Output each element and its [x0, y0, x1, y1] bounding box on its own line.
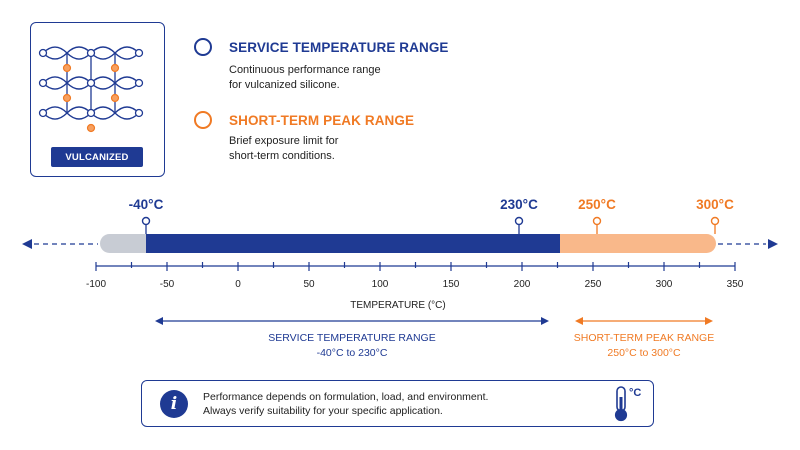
vulcanized-badge: VULCANIZED [51, 147, 143, 167]
service-legend-circle-icon [194, 38, 212, 56]
axis-label: TEMPERATURE (°C) [350, 300, 446, 311]
tick-label: 150 [442, 279, 460, 290]
polymer-lattice-icon [38, 46, 144, 133]
info-icon: i [160, 390, 188, 418]
note-line-2: Always verify suitability for your speci… [203, 405, 443, 417]
tick-label: -50 [159, 279, 175, 290]
marker-label-300: 300°C [696, 197, 734, 212]
service-legend-desc-1: Continuous performance range [229, 64, 381, 76]
peak-range-bar [560, 234, 716, 253]
tick-label: 0 [235, 279, 241, 290]
vulcanized-structure-card: VULCANIZED [30, 22, 165, 177]
thermometer-unit: °C [629, 387, 642, 399]
marker-label-minus40: -40°C [128, 197, 164, 212]
peak-legend-desc-2: short-term conditions. [229, 150, 335, 162]
marker-pin-head [710, 216, 720, 226]
tick-label: 250 [584, 279, 602, 290]
marker-label-230: 230°C [500, 197, 538, 212]
peak-legend-title: SHORT-TERM PEAK RANGE [229, 113, 415, 128]
peak-legend-circle-icon [194, 111, 212, 129]
marker-pin-head [514, 216, 524, 226]
tick-label: 50 [303, 279, 315, 290]
left-arrow-icon [22, 239, 32, 249]
below-range-bar [100, 234, 156, 253]
tick-label: 200 [513, 279, 531, 290]
right-arrow-icon [768, 239, 778, 249]
service-legend-title: SERVICE TEMPERATURE RANGE [229, 40, 449, 55]
service-range-title: SERVICE TEMPERATURE RANGE [268, 332, 436, 344]
tick-label: 350 [726, 279, 744, 290]
tick-label: -100 [85, 279, 107, 290]
peak-range-title: SHORT-TERM PEAK RANGE [573, 332, 715, 344]
peak-range-values: 250°C to 300°C [607, 347, 681, 359]
marker-label-250: 250°C [578, 197, 616, 212]
note-box: i Performance depends on formulation, lo… [141, 380, 654, 427]
tick-label: 100 [371, 279, 389, 290]
note-line-1: Performance depends on formulation, load… [203, 391, 489, 403]
marker-pin-head [592, 216, 602, 226]
service-range-bar [146, 234, 568, 253]
service-legend-desc-2: for vulcanized silicone. [229, 79, 340, 91]
tick-label: 300 [655, 279, 673, 290]
service-range-values: -40°C to 230°C [316, 347, 388, 359]
peak-legend-desc-1: Brief exposure limit for [229, 135, 339, 147]
thermometer-icon [614, 386, 628, 422]
marker-pin-head [141, 216, 151, 226]
